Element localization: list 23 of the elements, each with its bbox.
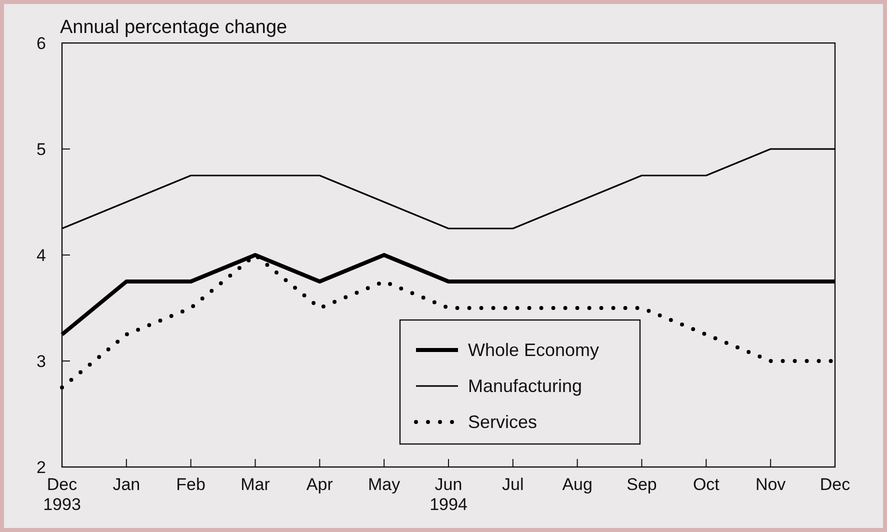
x-tick-label: Dec 1993 xyxy=(43,475,81,514)
legend-label: Services xyxy=(468,412,538,432)
y-axis-title: Annual percentage change xyxy=(60,17,288,38)
x-tick-label: Dec xyxy=(820,475,851,494)
x-tick-label: Oct xyxy=(692,475,720,494)
x-tick-label: May xyxy=(368,475,401,494)
x-tick-label: Jun 1994 xyxy=(430,475,468,514)
x-tick-label: Jan xyxy=(112,475,140,494)
x-tick-label: Aug xyxy=(562,475,592,494)
x-tick-label: Apr xyxy=(306,475,334,494)
y-tick-label: 3 xyxy=(36,352,46,371)
y-tick-label: 4 xyxy=(36,246,46,265)
legend-label: Whole Economy xyxy=(468,340,600,360)
x-tick-label: Sep xyxy=(626,475,657,494)
y-tick-label: 6 xyxy=(36,34,46,53)
x-tick-label: Mar xyxy=(240,475,270,494)
x-tick-label: Feb xyxy=(176,475,206,494)
x-tick-label: Jul xyxy=(502,475,524,494)
x-tick-label: Nov xyxy=(755,475,786,494)
legend-label: Manufacturing xyxy=(468,376,582,396)
line-series xyxy=(61,148,836,230)
y-tick-label: 5 xyxy=(36,140,46,159)
y-tick-label: 2 xyxy=(36,458,46,477)
